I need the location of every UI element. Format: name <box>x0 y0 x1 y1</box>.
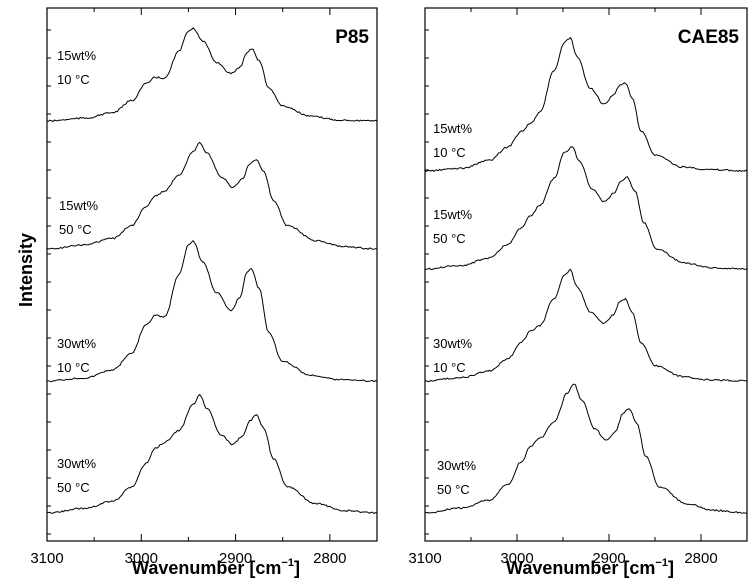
panel-title: CAE85 <box>678 27 740 48</box>
x-tick-label: 2900 <box>219 550 252 567</box>
chart-panel-1: 3100 3000 2900 2800 Wavenumber [cm−1] P85 15wt… <box>30 7 378 578</box>
spectrum-line-3 <box>424 268 748 383</box>
series-label-concentration: 30wt% <box>57 456 96 471</box>
series-label-temperature: 10 °C <box>57 360 90 375</box>
panel-title: P85 <box>335 27 369 48</box>
x-axis-label: Wavenumber [cm−1] <box>132 557 300 578</box>
chart-panel-2: 3100 3000 2900 2800 Wavenumber [cm−1] CAE85 15… <box>408 7 748 578</box>
chart-panels: 3100 3000 2900 2800 Wavenumber [cm−1] P85 15wt… <box>30 7 748 578</box>
series-label-temperature: 10 °C <box>57 72 90 87</box>
plot-frame <box>46 7 378 542</box>
x-tick-label: 2800 <box>684 550 717 567</box>
spectrum-line-4 <box>424 383 748 514</box>
spectrum-line-1 <box>47 27 378 122</box>
y-axis-label: Intensity <box>16 233 36 307</box>
series-label-concentration: 30wt% <box>433 336 472 351</box>
series-label-temperature: 50 °C <box>57 480 90 495</box>
series-label-temperature: 50 °C <box>59 222 92 237</box>
spectrum-line-1 <box>424 37 748 172</box>
series-label-concentration: 15wt% <box>433 207 472 222</box>
x-axis-label: Wavenumber [cm−1] <box>506 557 674 578</box>
x-tick-label: 2900 <box>592 550 625 567</box>
series-label-concentration: 15wt% <box>433 121 472 136</box>
series-label-temperature: 10 °C <box>433 145 466 160</box>
spectrum-line-4 <box>46 394 378 514</box>
x-tick-label: 3000 <box>125 550 158 567</box>
series-label-concentration: 30wt% <box>57 336 96 351</box>
spectrum-line-3 <box>46 240 378 383</box>
series-label-temperature: 50 °C <box>433 231 466 246</box>
series-label-temperature: 50 °C <box>437 482 470 497</box>
x-tick-label: 3100 <box>30 550 63 567</box>
spectrum-line-2 <box>424 146 748 271</box>
spectrum-line-2 <box>46 141 378 250</box>
x-tick-label: 3100 <box>408 550 441 567</box>
series-label-temperature: 10 °C <box>433 360 466 375</box>
x-tick-label: 3000 <box>500 550 533 567</box>
plot-frame <box>424 7 748 542</box>
series-label-concentration: 30wt% <box>437 458 476 473</box>
x-tick-label: 2800 <box>313 550 346 567</box>
series-label-concentration: 15wt% <box>59 198 98 213</box>
series-label-concentration: 15wt% <box>57 48 96 63</box>
